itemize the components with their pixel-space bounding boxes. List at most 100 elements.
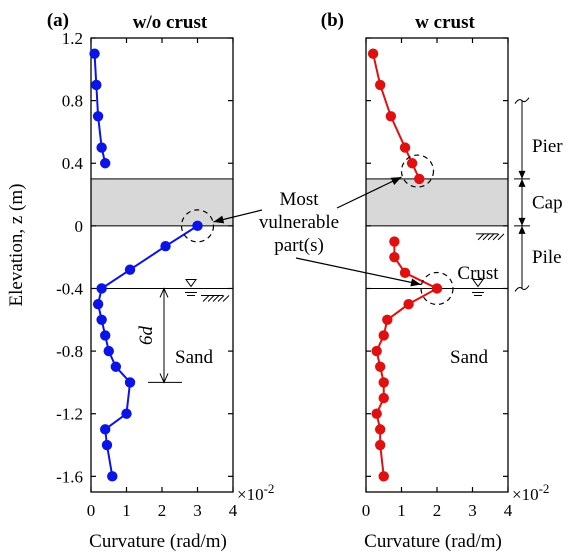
- data-point: [124, 264, 136, 275]
- ground-hatch: [482, 233, 490, 241]
- y-tick-label: 0.4: [62, 154, 84, 173]
- crust-label: Crust: [457, 263, 499, 284]
- ground-hatch: [487, 233, 495, 241]
- ground-hatch: [212, 295, 220, 302]
- data-point: [367, 48, 379, 59]
- data-point: [378, 392, 389, 404]
- vulnerable-arrow-a-head: [213, 215, 225, 224]
- data-point: [431, 283, 443, 294]
- data-point: [378, 330, 389, 341]
- x-tick-label: 0: [87, 501, 96, 520]
- data-point: [100, 424, 111, 435]
- data-point: [160, 241, 171, 252]
- y-tick-label: 0.8: [62, 92, 83, 111]
- x-tick-label: 1: [397, 501, 406, 520]
- x-tick-label: 2: [158, 501, 167, 520]
- data-point: [100, 158, 111, 169]
- data-point: [375, 361, 386, 372]
- data-point: [385, 111, 397, 122]
- panel-a: 1.20.80.40-0.4-0.8-1.2-1.60 1 2 3 4×10-2Curv…: [47, 10, 275, 552]
- x-tick-label: 4: [504, 501, 513, 520]
- data-point: [92, 111, 104, 122]
- data-point: [371, 345, 382, 357]
- data-point: [91, 79, 102, 91]
- ground-hatch: [207, 295, 215, 302]
- pier-label: Pier: [532, 136, 563, 157]
- data-point: [378, 471, 389, 482]
- data-point: [382, 314, 393, 325]
- cap-band: [90, 178, 234, 227]
- y-tick-label: -0.8: [56, 342, 83, 361]
- six-d-label: 6d: [136, 325, 157, 345]
- x-axis-label: Curvature (rad/m): [364, 531, 502, 552]
- water-level-icon: [185, 278, 197, 288]
- data-point: [107, 471, 118, 482]
- data-point: [96, 283, 107, 294]
- ground-hatch: [492, 233, 500, 241]
- water-level-icon: [472, 278, 484, 288]
- data-point: [403, 298, 414, 310]
- y-tick-label: 1.2: [62, 29, 83, 48]
- cap-band: [365, 178, 509, 227]
- data-point: [96, 314, 107, 325]
- x-tick-label: 4: [229, 501, 238, 520]
- y-tick-label: -1.6: [56, 467, 83, 486]
- vulnerable-arrow-b-lower: [295, 257, 422, 286]
- data-point: [378, 377, 389, 388]
- panel-b: 1.20.80.40-0.4-0.8-1.2-1.601234×10-2Curv…: [321, 10, 550, 552]
- vulnerable-circle-b-lower: [420, 271, 454, 306]
- pile-arrowhead: [518, 225, 526, 234]
- x-tick-label: 0: [362, 501, 371, 520]
- data-point: [103, 345, 114, 357]
- panel-title: w crust: [415, 12, 475, 33]
- vulnerable-circle-a: [180, 209, 215, 243]
- ground-hatch: [217, 295, 225, 302]
- x-multiplier-exponent: -2: [539, 481, 550, 496]
- data-point: [110, 361, 122, 372]
- data-point: [389, 236, 400, 247]
- cap-arrowhead: [518, 217, 526, 226]
- panel-title: w/o crust: [133, 12, 208, 33]
- dimension-break-mark: [514, 285, 530, 292]
- vulnerable-arrow-b-upper-head: [390, 177, 402, 186]
- data-point: [375, 424, 386, 435]
- data-point: [96, 142, 107, 153]
- x-tick-label: 1: [122, 501, 131, 520]
- y-tick-label: 0: [75, 217, 84, 236]
- pier-arrowhead: [518, 170, 526, 179]
- x-multiplier-exponent: -2: [264, 481, 275, 496]
- ground-hatch: [497, 233, 505, 241]
- ground-hatch: [477, 233, 485, 241]
- y-tick-label: -1.2: [56, 405, 83, 424]
- data-point: [375, 439, 386, 451]
- sand-label: Sand: [450, 347, 489, 368]
- data-point: [89, 48, 100, 59]
- vulnerable-arrow-b-upper: [336, 176, 402, 209]
- panel-label: (b): [321, 10, 344, 31]
- data-point: [414, 173, 425, 185]
- vulnerable-label-line1: Most: [279, 189, 319, 210]
- x-tick-label: 2: [433, 501, 442, 520]
- x-tick-label: 3: [193, 501, 202, 520]
- data-point: [92, 298, 104, 310]
- cap-label: Cap: [532, 192, 563, 213]
- vulnerable-label-line2: vulnerable: [259, 212, 339, 233]
- vulnerable-label-line3: part(s): [274, 235, 324, 256]
- data-point: [389, 251, 400, 263]
- data-point: [192, 220, 203, 232]
- data-point: [124, 377, 136, 388]
- data-point: [121, 408, 132, 419]
- panel-label: (a): [47, 10, 69, 31]
- data-point: [375, 79, 386, 91]
- x-axis-label: Curvature (rad/m): [89, 531, 227, 552]
- x-multiplier: ×10-2: [237, 481, 274, 504]
- data-point: [100, 330, 111, 341]
- y-tick-label: -0.4: [56, 279, 83, 298]
- data-point: [406, 158, 418, 169]
- x-multiplier: ×10-2: [512, 481, 549, 504]
- data-point: [399, 142, 411, 153]
- x-tick-label: 3: [468, 501, 477, 520]
- data-point: [101, 439, 113, 451]
